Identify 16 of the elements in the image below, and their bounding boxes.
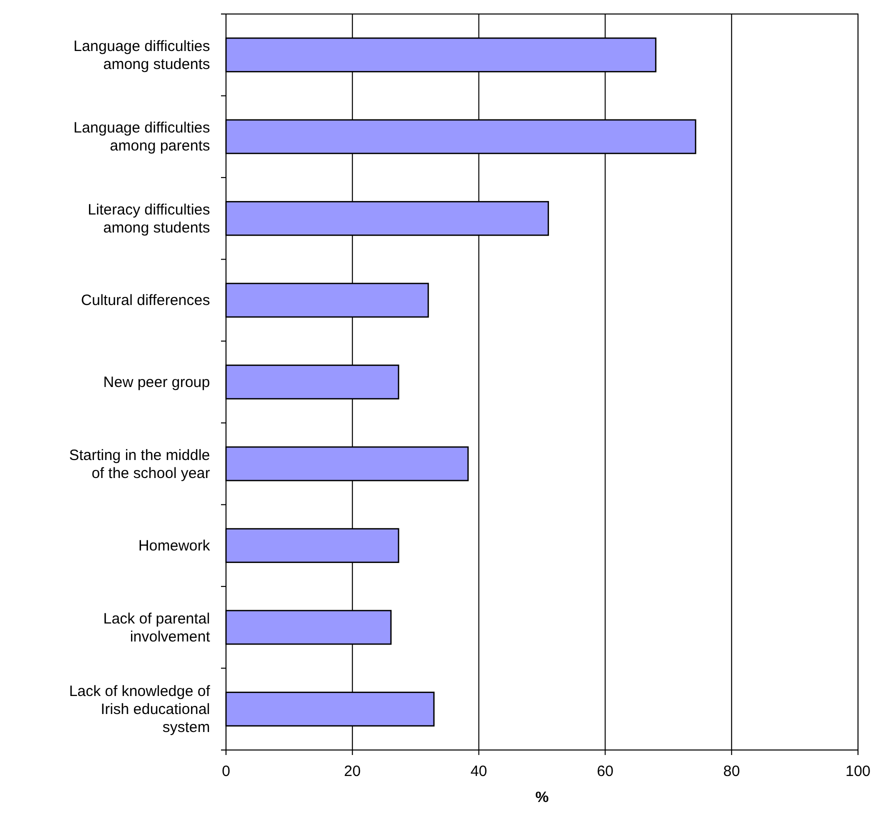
x-tick-label: 100 [845, 763, 871, 780]
x-tick-label: 60 [596, 763, 614, 780]
y-tick-label: Lack of parental involvement [103, 610, 211, 646]
x-tick-label: 0 [222, 763, 230, 780]
y-tick-label: Lack of knowledge of Irish educational system [69, 683, 211, 736]
x-tick-label: 20 [344, 763, 361, 780]
x-axis-title: % [535, 789, 549, 806]
y-tick-label: Language difficulties among students [74, 38, 210, 73]
y-tick-label: Starting in the middle of the school year [69, 446, 210, 482]
y-tick-label: Cultural differences [81, 292, 210, 310]
x-tick-label: 80 [723, 763, 740, 780]
x-tick-label: 40 [470, 763, 488, 780]
y-tick-label: Literacy difficulties among students [88, 201, 210, 236]
y-tick-label: Language difficulties among parents [74, 120, 210, 155]
y-tick-label: New peer group [103, 374, 210, 391]
y-tick-label: Homework [138, 538, 210, 555]
